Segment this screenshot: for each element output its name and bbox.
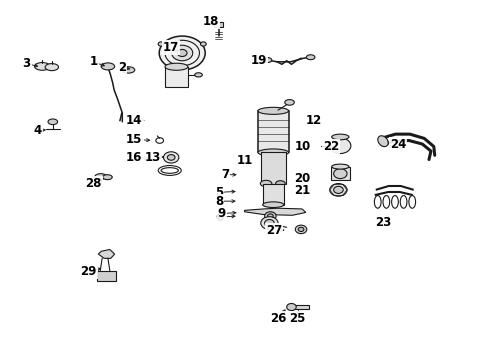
Text: 7: 7	[221, 168, 228, 181]
Text: 6: 6	[215, 211, 223, 224]
Bar	[164, 67, 187, 86]
Ellipse shape	[275, 181, 285, 186]
Text: 13: 13	[144, 150, 160, 163]
Circle shape	[200, 42, 206, 46]
Polygon shape	[244, 208, 305, 215]
Ellipse shape	[95, 174, 106, 179]
Text: 8: 8	[215, 195, 223, 208]
Text: 5: 5	[215, 186, 223, 199]
Text: 16: 16	[126, 150, 142, 163]
Polygon shape	[98, 249, 114, 258]
Ellipse shape	[35, 63, 50, 70]
Text: 29: 29	[81, 265, 97, 278]
Text: 3: 3	[22, 57, 30, 70]
Text: 25: 25	[288, 312, 305, 325]
Circle shape	[329, 184, 346, 196]
Circle shape	[167, 154, 175, 160]
Ellipse shape	[257, 149, 288, 156]
Text: 19: 19	[250, 54, 266, 67]
Circle shape	[295, 225, 306, 234]
Text: 4: 4	[33, 124, 41, 137]
Circle shape	[171, 45, 192, 61]
Ellipse shape	[263, 58, 271, 63]
Ellipse shape	[257, 107, 288, 114]
Text: 14: 14	[126, 113, 142, 126]
Circle shape	[159, 36, 205, 70]
Text: 15: 15	[126, 133, 142, 146]
Text: 23: 23	[375, 216, 391, 229]
Text: 11: 11	[236, 154, 252, 167]
Ellipse shape	[305, 55, 314, 60]
Ellipse shape	[284, 100, 294, 105]
Text: 10: 10	[294, 140, 310, 153]
Text: 9: 9	[218, 207, 225, 220]
Circle shape	[260, 217, 278, 229]
Text: 28: 28	[85, 177, 102, 190]
Ellipse shape	[164, 63, 187, 70]
Bar	[257, 111, 288, 153]
Bar	[330, 167, 349, 180]
Circle shape	[179, 69, 184, 73]
Bar	[292, 305, 308, 309]
Ellipse shape	[262, 202, 283, 207]
Ellipse shape	[331, 134, 348, 140]
Ellipse shape	[377, 136, 387, 147]
Circle shape	[286, 303, 296, 311]
Circle shape	[267, 214, 273, 218]
Ellipse shape	[102, 175, 112, 180]
Ellipse shape	[331, 164, 348, 169]
Text: 24: 24	[389, 138, 405, 151]
Circle shape	[163, 152, 179, 163]
Ellipse shape	[101, 63, 114, 70]
Circle shape	[298, 227, 304, 231]
Text: 27: 27	[265, 224, 282, 237]
Text: 22: 22	[322, 140, 338, 153]
Ellipse shape	[48, 119, 58, 125]
Circle shape	[264, 212, 276, 220]
Text: 20: 20	[293, 172, 309, 185]
Ellipse shape	[122, 67, 135, 73]
Text: 1: 1	[89, 55, 98, 68]
Text: 12: 12	[305, 113, 322, 126]
Text: 2: 2	[118, 60, 126, 73]
Circle shape	[333, 186, 343, 193]
Bar	[262, 184, 283, 205]
Bar	[214, 22, 223, 27]
Bar	[260, 153, 285, 184]
Circle shape	[158, 42, 163, 46]
Text: 21: 21	[293, 184, 309, 197]
Circle shape	[333, 169, 346, 179]
Ellipse shape	[260, 180, 271, 187]
Ellipse shape	[194, 73, 202, 77]
Circle shape	[329, 138, 350, 153]
Text: 26: 26	[269, 312, 285, 325]
Circle shape	[264, 220, 274, 226]
Text: 17: 17	[162, 41, 179, 54]
Circle shape	[177, 49, 186, 57]
Text: 18: 18	[203, 15, 219, 28]
Ellipse shape	[45, 64, 59, 71]
Bar	[97, 271, 115, 281]
